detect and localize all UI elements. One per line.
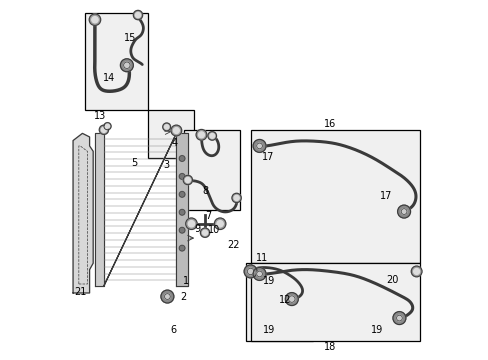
Bar [85, 13, 147, 110]
Circle shape [410, 266, 421, 277]
Circle shape [396, 315, 402, 321]
Bar [250, 263, 419, 341]
Polygon shape [176, 134, 187, 286]
Circle shape [207, 132, 216, 140]
Circle shape [179, 174, 184, 179]
Text: 17: 17 [379, 191, 391, 201]
Circle shape [185, 218, 197, 229]
Circle shape [173, 127, 179, 134]
Polygon shape [94, 134, 104, 286]
Circle shape [133, 10, 142, 20]
Circle shape [104, 123, 111, 130]
Text: 12: 12 [278, 295, 291, 305]
Circle shape [164, 125, 168, 129]
Polygon shape [104, 134, 176, 286]
Circle shape [179, 227, 184, 233]
Bar [183, 130, 240, 211]
Circle shape [256, 271, 262, 277]
Circle shape [413, 269, 419, 274]
Circle shape [185, 177, 190, 183]
Circle shape [123, 62, 130, 68]
Text: 11: 11 [255, 253, 267, 263]
Circle shape [234, 195, 239, 201]
Text: 8: 8 [203, 186, 208, 196]
Circle shape [256, 143, 262, 149]
Circle shape [253, 267, 265, 280]
Text: 2: 2 [180, 292, 186, 302]
Circle shape [200, 228, 209, 237]
Circle shape [392, 312, 405, 324]
Circle shape [179, 156, 184, 161]
Circle shape [231, 193, 241, 203]
Circle shape [400, 209, 406, 215]
Text: 16: 16 [324, 120, 336, 129]
Circle shape [209, 134, 214, 138]
Bar [147, 110, 194, 158]
Circle shape [101, 127, 106, 132]
Circle shape [288, 296, 294, 302]
Text: 20: 20 [385, 275, 398, 285]
Circle shape [183, 175, 192, 185]
Circle shape [247, 268, 253, 275]
Circle shape [214, 218, 225, 229]
Text: 15: 15 [124, 33, 136, 43]
Text: 19: 19 [370, 325, 383, 335]
Polygon shape [73, 134, 93, 293]
Text: 13: 13 [94, 111, 106, 121]
Text: 19: 19 [262, 325, 274, 335]
Circle shape [198, 132, 204, 138]
Text: 17: 17 [262, 152, 274, 162]
Text: 14: 14 [102, 73, 115, 83]
Circle shape [179, 192, 184, 197]
Text: 21: 21 [74, 287, 86, 297]
Circle shape [202, 230, 207, 235]
Text: 5: 5 [131, 158, 137, 168]
Circle shape [163, 123, 170, 131]
Circle shape [171, 125, 182, 136]
Circle shape [188, 221, 194, 227]
Circle shape [161, 290, 174, 303]
Circle shape [253, 139, 265, 152]
Text: 4: 4 [171, 138, 177, 148]
Text: 6: 6 [170, 325, 177, 335]
Circle shape [120, 59, 133, 72]
Text: 3: 3 [163, 159, 169, 170]
Text: 1: 1 [183, 276, 189, 286]
Circle shape [179, 245, 184, 251]
Circle shape [285, 293, 298, 306]
Text: 18: 18 [324, 342, 336, 352]
Text: 22: 22 [226, 240, 239, 250]
Circle shape [164, 294, 170, 300]
Text: 10: 10 [207, 225, 220, 235]
Text: 7: 7 [205, 211, 211, 221]
Circle shape [217, 221, 223, 227]
Circle shape [196, 130, 206, 140]
Circle shape [99, 125, 108, 134]
Circle shape [179, 210, 184, 215]
Text: 9: 9 [194, 225, 201, 234]
Circle shape [244, 265, 257, 278]
Bar [246, 263, 312, 341]
Circle shape [89, 14, 101, 26]
Bar [250, 130, 419, 263]
Text: 19: 19 [262, 276, 274, 286]
Circle shape [397, 205, 410, 218]
Circle shape [105, 124, 109, 128]
Circle shape [92, 17, 98, 23]
Circle shape [135, 13, 140, 18]
